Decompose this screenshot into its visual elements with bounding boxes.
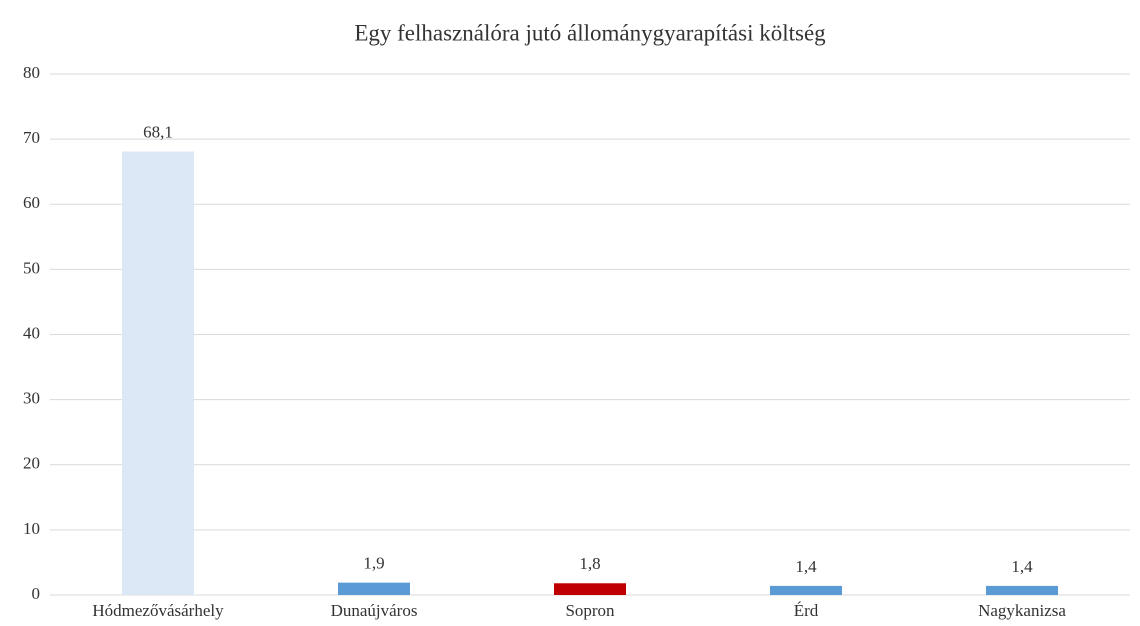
bar bbox=[770, 585, 842, 595]
y-tick-label: 0 bbox=[32, 584, 41, 603]
value-label: 1,8 bbox=[579, 554, 600, 573]
y-tick-label: 30 bbox=[23, 389, 40, 408]
bar bbox=[554, 583, 626, 595]
value-label: 1,9 bbox=[363, 554, 384, 573]
bar bbox=[122, 151, 194, 595]
value-label: 1,4 bbox=[795, 557, 817, 576]
value-label: 1,4 bbox=[1011, 557, 1033, 576]
y-tick-label: 20 bbox=[23, 454, 40, 473]
bar bbox=[338, 582, 410, 595]
x-tick-label: Dunaújváros bbox=[331, 601, 418, 620]
y-tick-label: 60 bbox=[23, 193, 40, 212]
y-tick-label: 80 bbox=[23, 63, 40, 82]
y-tick-label: 70 bbox=[23, 128, 40, 147]
x-tick-label: Sopron bbox=[565, 601, 615, 620]
x-tick-label: Hódmezővásárhely bbox=[92, 601, 224, 620]
y-tick-label: 10 bbox=[23, 519, 40, 538]
y-tick-label: 40 bbox=[23, 323, 40, 342]
value-label: 68,1 bbox=[143, 122, 173, 141]
x-tick-label: Nagykanizsa bbox=[978, 601, 1066, 620]
bar bbox=[986, 585, 1058, 595]
x-tick-label: Érd bbox=[794, 601, 819, 620]
y-tick-label: 50 bbox=[23, 258, 40, 277]
chart-title: Egy felhasználóra jutó állománygyarapítá… bbox=[354, 20, 826, 45]
